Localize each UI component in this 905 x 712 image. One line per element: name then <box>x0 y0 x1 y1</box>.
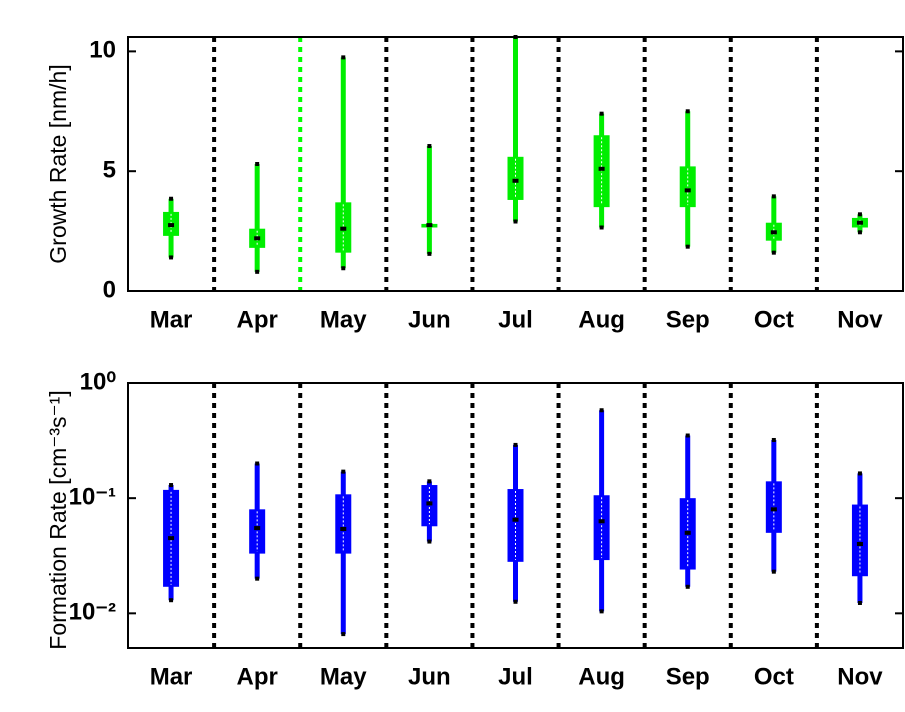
axes-frame <box>127 382 904 649</box>
median <box>426 501 433 506</box>
y-tick-label: 10⁰ <box>80 368 117 395</box>
whisker-end <box>341 469 346 474</box>
x-tick-label: Sep <box>666 306 710 333</box>
x-tick-label: Mar <box>150 663 193 690</box>
whisker-end <box>857 600 862 605</box>
box <box>593 495 610 561</box>
median <box>598 166 605 171</box>
whisker-end <box>857 230 862 235</box>
median <box>168 536 175 541</box>
whisker-end <box>685 244 690 249</box>
whisker-end <box>341 55 346 60</box>
y-tick-label: 10⁻² <box>69 599 116 626</box>
median <box>684 530 691 535</box>
whisker-end <box>771 194 776 199</box>
whisker-end <box>771 250 776 255</box>
whisker-end <box>427 144 432 149</box>
axes-frame <box>127 36 904 292</box>
x-tick-label: Nov <box>837 663 883 690</box>
median <box>254 526 261 531</box>
box <box>421 485 438 527</box>
whisker-end <box>255 162 260 166</box>
median <box>684 188 691 193</box>
median <box>512 178 519 183</box>
box <box>765 481 782 533</box>
box <box>335 494 352 554</box>
y-axis-label: Formation Rate [cm⁻³s⁻¹] <box>45 390 71 649</box>
y-tick-label: 0 <box>103 276 116 303</box>
whisker-end <box>857 212 862 217</box>
whisker-end <box>255 269 260 274</box>
x-tick-label: Mar <box>150 306 193 333</box>
median <box>856 541 863 546</box>
whisker-end <box>513 219 518 224</box>
x-tick-label: Oct <box>754 306 794 333</box>
x-tick-label: Oct <box>754 663 794 690</box>
whisker-end <box>427 251 432 256</box>
whisker-end <box>771 569 776 574</box>
y-tick-label: 5 <box>103 157 116 184</box>
x-tick-label: May <box>320 663 367 690</box>
x-tick-label: Aug <box>578 663 625 690</box>
whisker-end <box>255 461 260 466</box>
x-tick-label: Aug <box>578 306 625 333</box>
whisker-end <box>685 109 690 114</box>
x-tick-label: Nov <box>837 306 883 333</box>
x-tick-label: Jun <box>408 306 451 333</box>
whisker-end <box>427 539 432 544</box>
median <box>856 220 863 225</box>
median <box>340 226 347 231</box>
x-tick-label: Apr <box>236 663 277 690</box>
whisker-end <box>599 408 604 413</box>
x-tick-label: Jul <box>498 306 533 333</box>
box <box>507 156 524 200</box>
x-tick-label: May <box>320 306 367 333</box>
x-tick-label: Jun <box>408 663 451 690</box>
whisker-end <box>599 225 604 230</box>
median <box>770 230 777 235</box>
whisker-end <box>341 266 346 271</box>
y-tick-label: 10⁻¹ <box>69 484 116 511</box>
whisker-end <box>599 111 604 116</box>
x-tick-label: Jul <box>498 663 533 690</box>
y-axis-label: Growth Rate [nm/h] <box>45 64 71 263</box>
median <box>770 507 777 512</box>
whisker-end <box>857 471 862 476</box>
median <box>340 526 347 531</box>
x-tick-label: Sep <box>666 663 710 690</box>
whisker-end <box>685 433 690 438</box>
median <box>426 223 433 228</box>
median <box>254 236 261 241</box>
whisker-end <box>169 196 174 201</box>
y-tick-label: 10 <box>89 37 116 64</box>
whisker-end <box>771 437 776 442</box>
whisker-end <box>513 599 518 604</box>
whisker-end <box>169 255 174 260</box>
median <box>168 223 175 228</box>
whisker-end <box>169 483 174 488</box>
whisker-end <box>169 598 174 603</box>
box <box>507 489 524 562</box>
median <box>598 519 605 524</box>
whisker-end <box>255 576 260 581</box>
median <box>512 517 519 522</box>
whisker-end <box>685 584 690 589</box>
x-tick-label: Apr <box>236 306 277 333</box>
whisker-end <box>341 632 346 637</box>
whisker-end <box>513 442 518 447</box>
whisker-end <box>599 609 604 614</box>
whisker-end <box>427 479 432 484</box>
box <box>679 166 696 208</box>
